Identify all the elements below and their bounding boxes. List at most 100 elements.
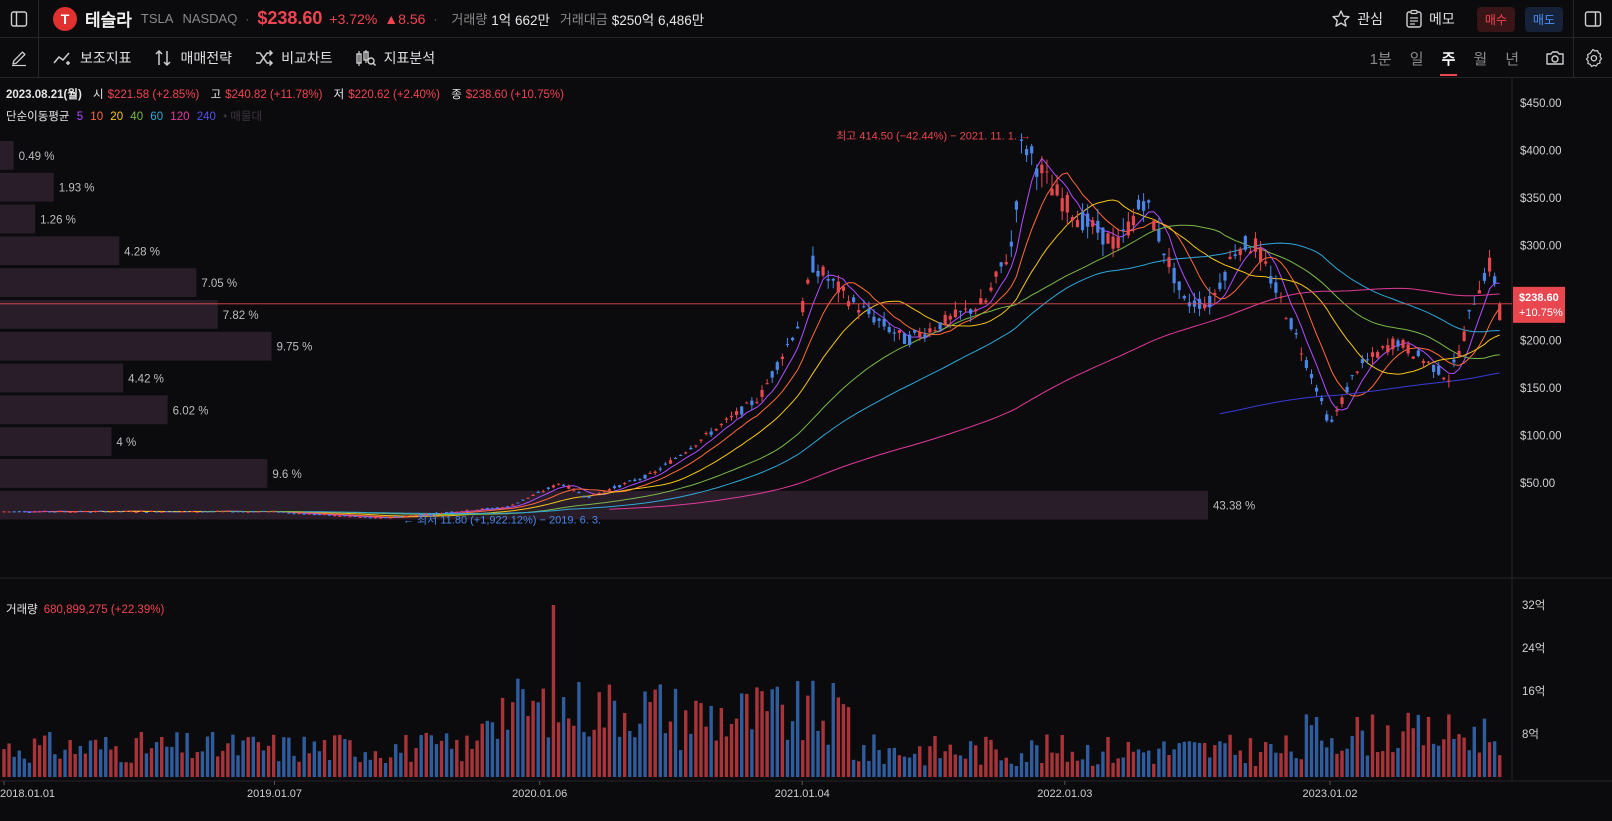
candle-body	[363, 516, 367, 518]
volume-profile-label: 6.02 %	[173, 405, 209, 417]
volume-bar	[612, 700, 617, 777]
candle-body	[1238, 248, 1242, 256]
volume-bar	[485, 720, 490, 777]
volume-bar	[43, 735, 47, 777]
candle-body	[1055, 184, 1059, 196]
buy-button[interactable]: 매수	[1476, 6, 1515, 32]
close-value: $238.60 (+10.75%)	[465, 89, 564, 101]
all-time-low-annotation: ← 최저 11.80 (+1,922.12%) − 2019. 6. 3.	[403, 513, 601, 526]
volume-bar	[953, 754, 958, 777]
volume-bar	[1431, 743, 1436, 777]
candle-body	[1376, 352, 1380, 358]
volume-bar	[1101, 751, 1105, 777]
x-tick-label: 2020.01.06	[512, 788, 567, 800]
candle-body	[852, 297, 856, 303]
candle-body	[943, 314, 947, 325]
volume-bar	[12, 756, 16, 777]
ma-legend[interactable]: 단순이동평균 5 10 20 40 60 120 240 • 매물대	[6, 108, 262, 124]
price-tick-label: $50.00	[1520, 478, 1555, 490]
candle-body	[322, 514, 327, 516]
sidebar-toggle-icon[interactable]	[0, 0, 38, 38]
candle-body	[663, 463, 667, 465]
candle-body	[465, 509, 469, 511]
volume-bar	[1004, 757, 1008, 777]
volume-bar	[495, 738, 500, 777]
drawing-pen-icon[interactable]	[0, 38, 38, 78]
volume-bar	[1319, 740, 1324, 777]
sell-button[interactable]: 매도	[1524, 6, 1563, 32]
period-year[interactable]: 년	[1505, 50, 1519, 68]
candle-body	[796, 326, 800, 329]
volume-bar	[1202, 743, 1207, 777]
period-1min[interactable]: 1분	[1369, 50, 1392, 68]
candle-body	[495, 507, 500, 509]
volume-bar	[867, 760, 871, 777]
candle-body	[928, 328, 932, 333]
compare-button[interactable]: 비교차트	[254, 48, 333, 68]
candle-body	[933, 330, 937, 332]
candle-body	[1136, 199, 1141, 210]
indicator-button[interactable]: 보조지표	[53, 48, 132, 68]
volume-bar	[475, 740, 479, 777]
camera-icon[interactable]	[1537, 38, 1573, 78]
close-label: 종	[451, 89, 462, 101]
price-chart[interactable]: 0.49 % 1.93 % 1.26 % 4.28 % 7.05 % 7.82 % 9.75…	[0, 78, 1612, 821]
volume-bar	[1091, 765, 1095, 777]
volume-bar	[1253, 766, 1258, 777]
volume-bar	[1136, 749, 1141, 777]
candle-body	[765, 383, 769, 385]
volume-bar	[383, 762, 388, 777]
watch-button[interactable]: 관심	[1331, 9, 1383, 29]
memo-button[interactable]: 메모	[1405, 9, 1455, 29]
volume-bar	[1131, 751, 1136, 777]
volume-bar	[98, 749, 103, 777]
top-bar: T 테슬라 TSLA NASDAQ · $238.60 +3.72% ▲8.56…	[0, 0, 1612, 38]
candle-body	[785, 343, 790, 345]
volume-bar	[404, 734, 408, 777]
candle-body	[1045, 171, 1049, 173]
candle-body	[1309, 373, 1314, 379]
volume-bar	[363, 752, 367, 777]
candle-body	[190, 510, 194, 513]
ma-240-line	[1219, 372, 1500, 415]
volume-bar	[480, 723, 484, 777]
volume-bar	[684, 710, 688, 777]
candle-body	[119, 511, 123, 513]
price-tick-label: $150.00	[1520, 383, 1562, 395]
candle-body	[1070, 217, 1074, 221]
candle-body	[750, 400, 754, 406]
volume-bar	[1391, 752, 1395, 777]
volume-bar	[765, 711, 769, 777]
candle-body	[1274, 282, 1278, 293]
current-price-label: $238.60	[1519, 292, 1559, 304]
candle-body	[165, 511, 169, 513]
price-tick-label: $350.00	[1520, 193, 1562, 205]
strategy-button[interactable]: 매매전략	[154, 48, 232, 68]
candle-body	[989, 287, 993, 291]
candle-body	[358, 516, 362, 518]
volume-bar	[378, 757, 383, 777]
candle-body	[1116, 237, 1120, 248]
memo-icon	[1406, 9, 1422, 28]
volume-profile-bar	[0, 331, 272, 361]
volume-bar	[200, 751, 205, 777]
candle-body	[745, 402, 749, 404]
candle-body	[831, 278, 835, 281]
volume-bar	[450, 748, 454, 777]
candle-body	[587, 496, 591, 498]
volume-tick-label: 24억	[1522, 642, 1545, 655]
candle-body	[1493, 276, 1497, 284]
volume-bar	[1462, 737, 1466, 777]
analysis-button[interactable]: 지표분석	[355, 48, 435, 68]
right-panel-toggle-icon[interactable]	[1574, 0, 1612, 38]
volume-bar	[1360, 730, 1365, 777]
period-day[interactable]: 일	[1409, 50, 1424, 68]
settings-gear-icon[interactable]	[1574, 38, 1612, 78]
volume-profile-toggle[interactable]: • 매물대	[223, 111, 263, 123]
period-week[interactable]: 주	[1439, 38, 1458, 78]
period-month[interactable]: 월	[1473, 50, 1488, 68]
candle-body	[577, 492, 581, 494]
chart-area[interactable]: 0.49 % 1.93 % 1.26 % 4.28 % 7.05 % 7.82 % 9.75…	[0, 78, 1612, 821]
volume-bar	[1482, 718, 1487, 777]
volume-bar	[775, 686, 780, 777]
